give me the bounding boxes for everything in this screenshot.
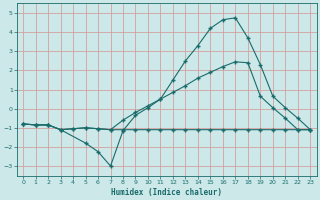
X-axis label: Humidex (Indice chaleur): Humidex (Indice chaleur)	[111, 188, 222, 197]
